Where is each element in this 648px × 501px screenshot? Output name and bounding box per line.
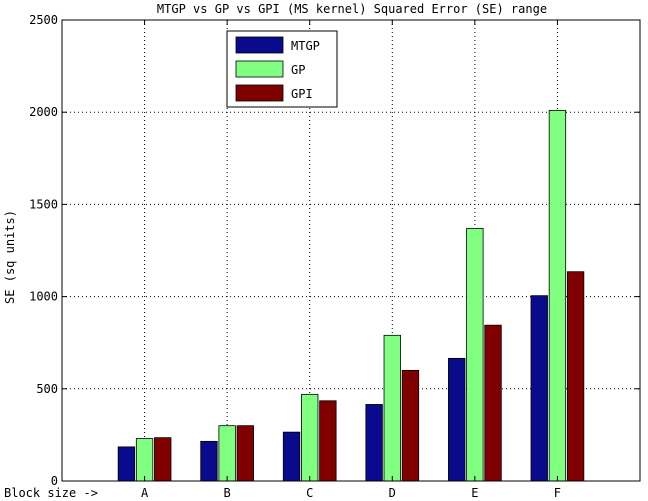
bar-gpi-d <box>401 369 420 482</box>
bar-gpi-e <box>484 324 502 482</box>
y-tick-label: 1500 <box>29 197 58 211</box>
bar-gp-b <box>218 425 236 482</box>
y-axis-label: SE (sq units) <box>3 210 17 304</box>
axes-frame <box>61 19 641 482</box>
bar-mtgp-c <box>282 431 301 482</box>
bar-gp-d <box>383 334 401 482</box>
x-tick-label: B <box>224 486 231 500</box>
legend-swatch-gpi <box>235 84 284 102</box>
bar-mtgp-e <box>448 357 466 482</box>
bar-gp-e <box>466 227 484 482</box>
x-tick-label: A <box>141 486 149 500</box>
legend-label-gpi: GPI <box>291 87 313 101</box>
plot-area: 0 500 1000 1500 2000 2500 A B C D E F <box>29 13 641 500</box>
x-tick-label: D <box>389 486 396 500</box>
bar-mtgp-b <box>200 440 218 482</box>
legend-swatch-gp <box>235 60 284 78</box>
y-tick-label: 1000 <box>29 290 58 304</box>
bar-gp-a <box>135 438 154 482</box>
x-axis-label: Block size -> <box>4 486 98 500</box>
legend-swatch-mtgp <box>235 36 284 54</box>
y-tick-label: 0 <box>51 474 58 488</box>
bar-mtgp-a <box>117 446 136 482</box>
bar-mtgp-d <box>365 404 383 482</box>
legend-label-mtgp: MTGP <box>291 39 320 53</box>
bar-gpi-a <box>154 437 172 482</box>
bar-mtgp-f <box>530 295 548 482</box>
bar-gp-f <box>548 109 567 482</box>
x-tick-label: C <box>306 486 313 500</box>
legend-label-gp: GP <box>291 63 305 77</box>
legend: MTGP GP GPI <box>226 30 338 108</box>
bar-gp-c <box>301 393 319 482</box>
y-tick-label: 500 <box>36 382 58 396</box>
chart-title: MTGP vs GP vs GPI (MS kernel) Squared Er… <box>157 2 547 16</box>
bar-gpi-f <box>566 271 585 482</box>
x-tick-label: F <box>554 486 561 500</box>
bar-gpi-c <box>319 400 337 482</box>
y-tick-label: 2500 <box>29 13 58 27</box>
x-tick-label: E <box>471 486 478 500</box>
bar-gpi-b <box>236 425 254 482</box>
y-tick-label: 2000 <box>29 105 58 119</box>
